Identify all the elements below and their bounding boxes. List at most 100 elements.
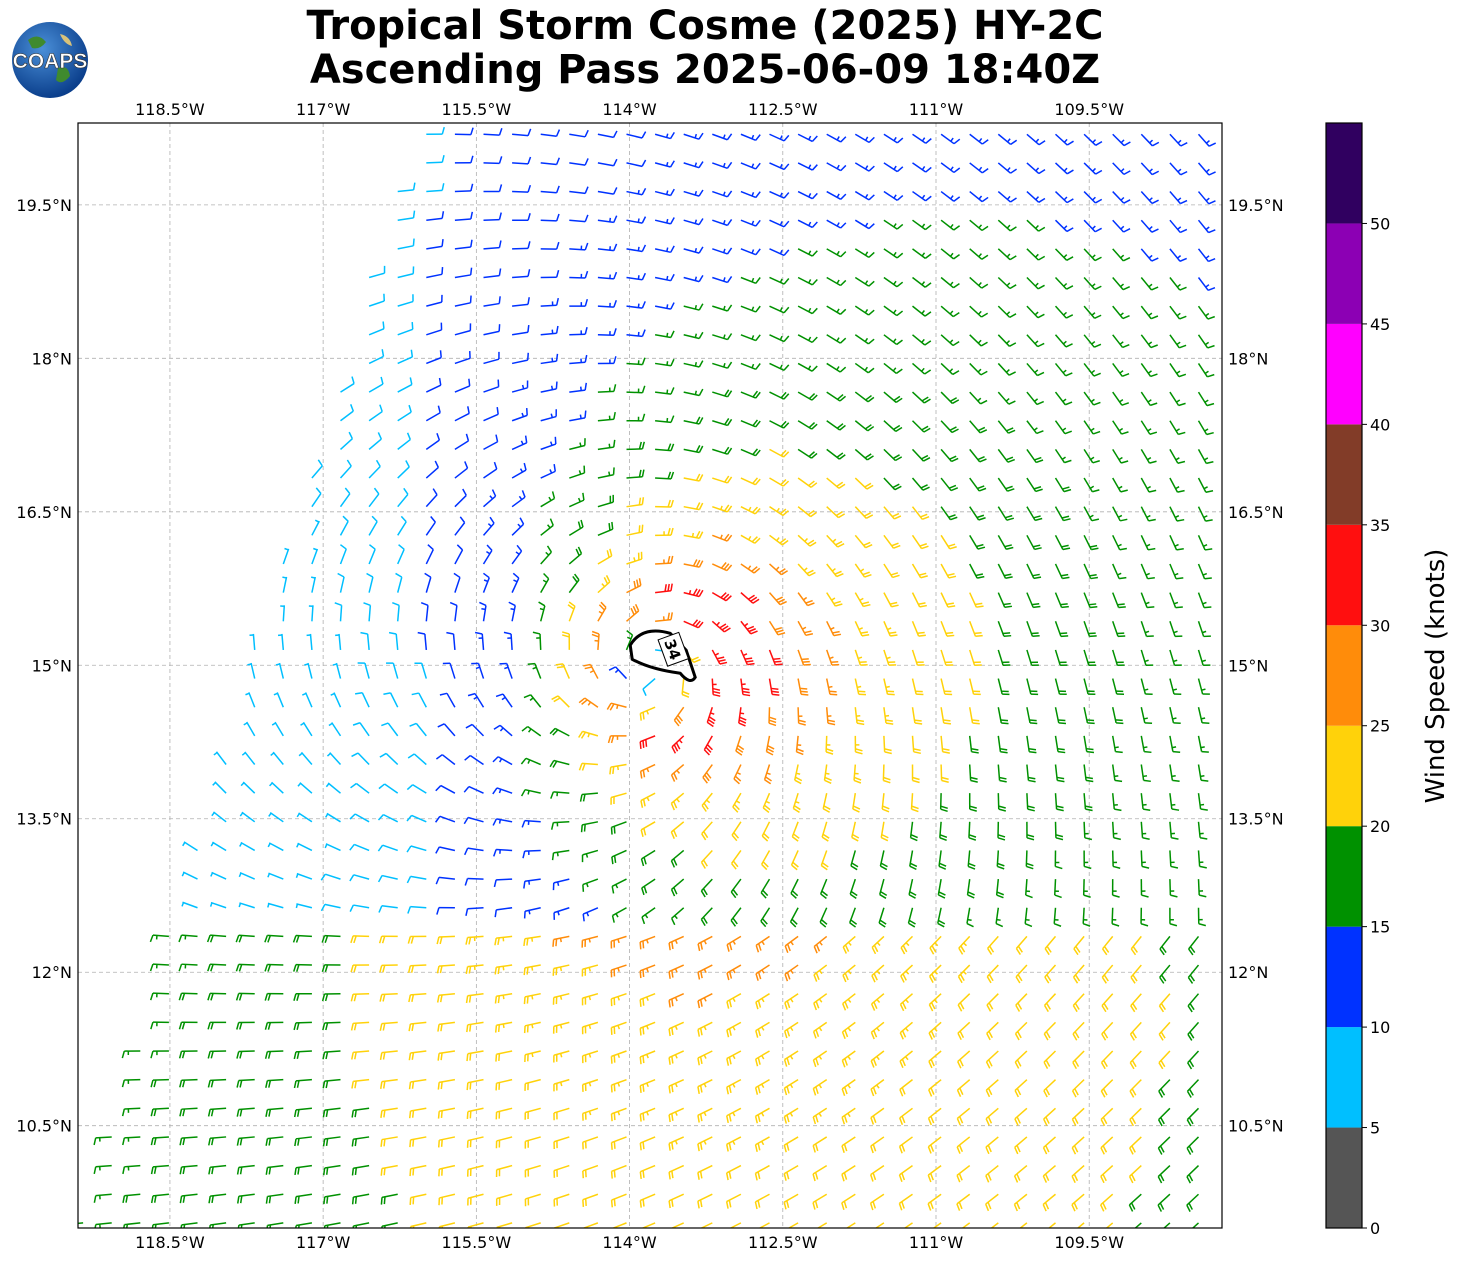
wind-barb [968, 649, 982, 666]
lon-tick-label-top: 114°W [602, 100, 657, 119]
wind-barb [841, 1021, 856, 1040]
wind-barb [562, 631, 571, 650]
wind-barb [1169, 391, 1186, 407]
wind-barb [1072, 1021, 1085, 1041]
wind-barb [655, 443, 675, 452]
wind-barb [654, 131, 675, 140]
wind-barb [1169, 621, 1183, 638]
wind-barb [555, 663, 570, 679]
wind-barb [483, 379, 500, 393]
wind-barb [397, 210, 416, 221]
wind-barb [549, 759, 570, 768]
wind-barb [471, 662, 485, 679]
wind-barb [826, 362, 847, 373]
wind-barb [569, 382, 588, 393]
wind-barb [683, 132, 704, 140]
wind-barb [883, 707, 894, 725]
wind-barb [293, 1107, 312, 1118]
wind-barb [294, 1193, 313, 1204]
wind-barb [1111, 879, 1120, 898]
wind-barb [1054, 334, 1073, 348]
wind-barb [466, 1050, 484, 1062]
wind-barb [296, 812, 313, 823]
wind-barb [579, 792, 598, 802]
wind-barb [597, 384, 617, 393]
wind-barb [820, 850, 829, 871]
wind-barb [700, 907, 713, 927]
wind-barb [591, 630, 600, 650]
wind-barb [883, 219, 904, 230]
wind-barb [1042, 1107, 1057, 1126]
wind-barb [298, 751, 313, 766]
wind-barb [1159, 935, 1171, 956]
wind-barb [821, 821, 830, 842]
wind-barb [1083, 563, 1098, 580]
wind-barb [626, 385, 646, 394]
wind-barb [726, 1107, 742, 1124]
wind-barb [966, 907, 974, 928]
wind-barb [969, 621, 983, 637]
wind-barb [908, 878, 917, 899]
wind-barb [740, 390, 761, 399]
wind-barb [354, 691, 370, 708]
wind-barb [740, 649, 755, 666]
wind-barb [1140, 391, 1158, 407]
wind-barb [1197, 879, 1207, 898]
wind-barb [437, 1107, 456, 1119]
wind-barb [1083, 191, 1103, 204]
wind-barb [483, 296, 501, 307]
wind-barb [366, 572, 374, 593]
wind-barb [997, 707, 1009, 725]
wind-barb [551, 849, 570, 861]
wind-barb [351, 1193, 370, 1205]
wind-barb [726, 964, 742, 981]
wind-barb [1197, 535, 1213, 551]
wind-barb [940, 420, 959, 434]
wind-barb [883, 620, 898, 637]
wind-barb [247, 662, 256, 679]
wind-barb [997, 276, 1017, 290]
wind-barb [207, 1107, 227, 1117]
wind-barb [1014, 1136, 1028, 1155]
wind-barb [883, 534, 901, 549]
wind-barb [1054, 563, 1070, 580]
wind-barb [512, 297, 530, 307]
wind-barb [1026, 190, 1046, 203]
wind-barb [626, 187, 647, 196]
wind-barb [206, 934, 227, 943]
wind-barb [1159, 964, 1171, 984]
wind-barb [311, 519, 320, 536]
wind-barb [968, 821, 977, 841]
wind-barb [1112, 535, 1127, 551]
wind-barb [1026, 506, 1043, 522]
wind-barb [883, 362, 903, 375]
wind-barb [898, 1193, 913, 1211]
wind-barb [465, 723, 485, 737]
wind-barb [1169, 535, 1184, 551]
wind-barb [180, 1222, 198, 1228]
wind-barb [1140, 907, 1149, 927]
wind-barb [493, 878, 513, 888]
wind-barb [209, 901, 227, 909]
wind-barb [670, 878, 685, 897]
wind-barb [940, 563, 957, 579]
wind-barb [151, 1222, 169, 1228]
wind-barb [1140, 821, 1150, 840]
wind-barb [995, 879, 1005, 899]
wind-barb [538, 601, 546, 622]
wind-barb [540, 381, 558, 393]
wind-barb [94, 1222, 112, 1228]
wind-barb [512, 156, 532, 165]
wind-barb [1197, 621, 1211, 638]
wind-barb [854, 448, 874, 461]
colorbar-tick-label: 50 [1370, 214, 1390, 233]
wind-barb [1197, 305, 1215, 320]
wind-barb [271, 721, 284, 737]
wind-barb [986, 935, 999, 955]
wind-barb [683, 588, 704, 598]
wind-barb [854, 707, 865, 726]
wind-barb [900, 964, 914, 983]
wind-barb [483, 351, 500, 365]
wind-barb [464, 877, 484, 886]
wind-barb [997, 162, 1018, 174]
